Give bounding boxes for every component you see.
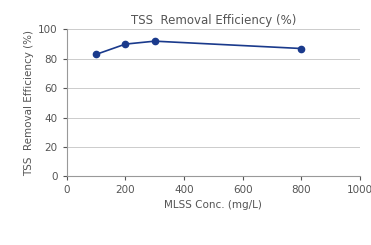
X-axis label: MLSS Conc. (mg/L): MLSS Conc. (mg/L) — [164, 200, 262, 209]
Title: TSS  Removal Efficiency (%): TSS Removal Efficiency (%) — [131, 14, 296, 27]
Y-axis label: TSS  Removal Efficiency (%): TSS Removal Efficiency (%) — [24, 30, 34, 176]
